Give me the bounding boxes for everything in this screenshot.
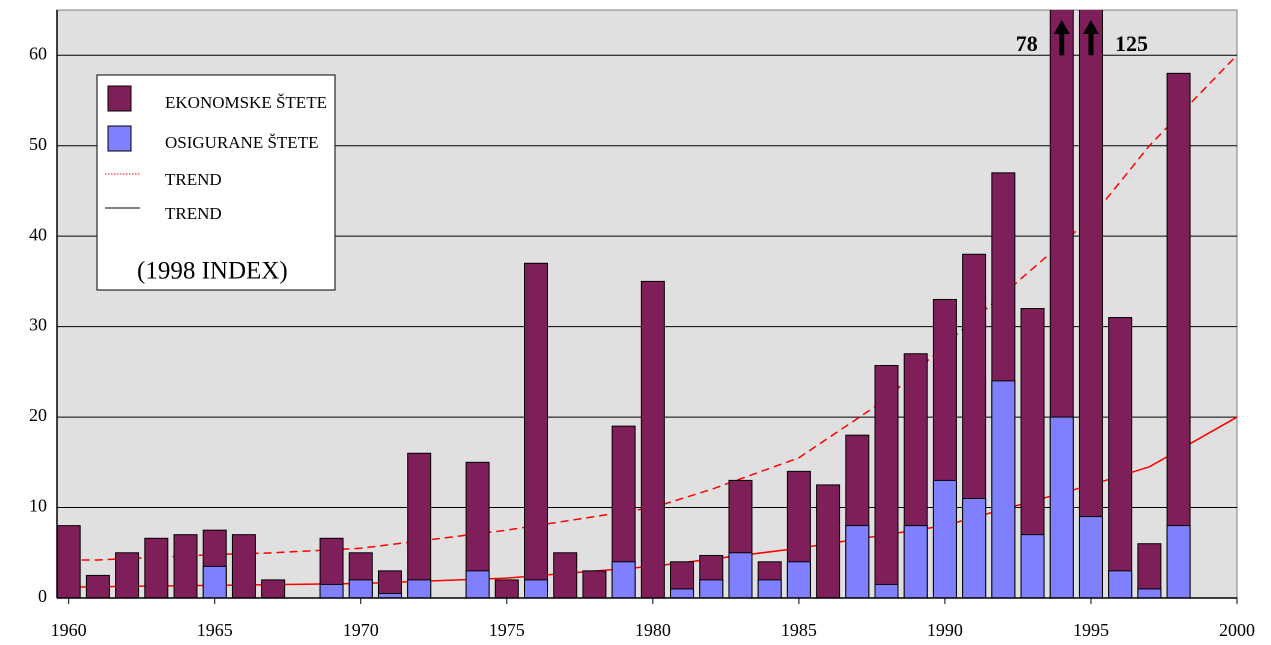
bar	[202, 565, 227, 598]
bar	[786, 561, 811, 598]
bar	[348, 579, 373, 598]
y-tick-label: 30	[29, 315, 47, 335]
x-tick-label: 1985	[781, 620, 817, 640]
legend-label: TREND	[165, 170, 222, 189]
bar	[173, 534, 198, 598]
bar	[553, 552, 578, 598]
x-tick-label: 2000	[1219, 620, 1255, 640]
y-tick-label: 10	[29, 496, 47, 516]
bar	[874, 583, 899, 598]
x-tick-label: 1960	[51, 620, 87, 640]
x-tick-label: 1990	[927, 620, 963, 640]
bar	[932, 479, 957, 598]
legend: EKONOMSKE ŠTETE OSIGURANE ŠTETE TREND TREND…	[96, 74, 336, 291]
overflow-label: 125	[1115, 31, 1148, 56]
x-tick-label: 1965	[197, 620, 233, 640]
bar	[611, 425, 636, 598]
overflow-arrow	[1053, 20, 1070, 56]
bar	[991, 380, 1016, 598]
overflow-label: 78	[1016, 31, 1038, 56]
x-tick-label: 1995	[1073, 620, 1109, 640]
x-tick-label: 1980	[635, 620, 671, 640]
bar	[670, 588, 695, 598]
bar	[874, 365, 899, 598]
bar	[903, 525, 928, 598]
bars	[57, 10, 1191, 598]
bar	[1137, 543, 1162, 598]
x-tick-label: 1975	[489, 620, 525, 640]
bar	[524, 262, 549, 598]
bar	[640, 280, 665, 598]
bar	[1049, 416, 1074, 598]
axes: 0 10 20 30 40 50 60 1960 1965 1970 1975 1980 1985 199…	[29, 10, 1255, 640]
legend-swatch	[107, 125, 132, 152]
bar	[816, 484, 841, 598]
bar	[1108, 317, 1133, 598]
bar	[494, 579, 519, 598]
bar	[582, 570, 607, 598]
bar	[611, 561, 636, 598]
bar	[319, 537, 344, 598]
overflow-arrow	[1082, 20, 1099, 56]
bar	[845, 525, 870, 598]
bar	[115, 552, 140, 598]
x-tick-label: 1970	[343, 620, 379, 640]
y-tick-label: 0	[38, 586, 47, 606]
bar	[1020, 534, 1045, 598]
bar	[757, 579, 782, 598]
legend-label: TREND	[165, 204, 222, 223]
bar	[261, 579, 286, 598]
bar	[144, 537, 169, 598]
trend-line	[68, 54, 1237, 561]
legend-label: OSIGURANE ŠTETE	[165, 133, 318, 152]
legend-swatch	[107, 85, 132, 112]
bar	[407, 452, 432, 598]
bar	[1020, 308, 1045, 598]
bar	[1137, 588, 1162, 598]
y-tick-label: 40	[29, 224, 47, 244]
legend-box	[96, 74, 336, 291]
bar	[465, 570, 490, 598]
y-tick-label: 50	[29, 134, 47, 154]
bar	[231, 534, 256, 598]
bar	[1108, 570, 1133, 598]
bar	[699, 579, 724, 598]
bar	[85, 574, 110, 598]
bar	[319, 583, 344, 598]
bar	[1166, 525, 1191, 598]
bar	[407, 579, 432, 598]
y-tick-label: 20	[29, 405, 47, 425]
bar	[1166, 72, 1191, 598]
bar	[57, 525, 81, 598]
bar	[1078, 10, 1103, 598]
bar	[377, 592, 402, 598]
bar	[524, 579, 549, 598]
bar	[962, 497, 987, 598]
y-tick-label: 60	[29, 43, 47, 63]
bar	[728, 552, 753, 598]
legend-title: (1998 INDEX)	[137, 258, 288, 285]
bar	[1078, 516, 1103, 598]
legend-label: EKONOMSKE ŠTETE	[165, 93, 327, 112]
